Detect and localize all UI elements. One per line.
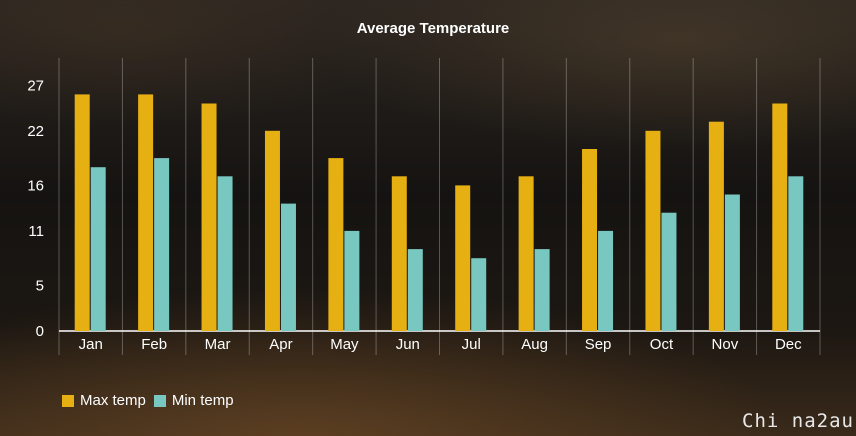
x-tick-label: Aug	[521, 336, 548, 353]
x-tick-label: Dec	[775, 336, 802, 353]
bar-min-temp	[280, 203, 296, 331]
x-tick-label: Oct	[650, 336, 674, 353]
y-tick-label: 16	[27, 177, 44, 194]
y-tick-label: 22	[27, 123, 44, 140]
bar-max-temp	[582, 149, 598, 331]
x-tick-label: Jan	[79, 336, 103, 353]
bar-max-temp	[391, 176, 407, 331]
legend-swatch-max	[62, 394, 74, 407]
legend-item-min[interactable]: Min temp	[153, 392, 234, 409]
bar-min-temp	[471, 258, 487, 331]
bar-max-temp	[518, 176, 534, 331]
legend: Max temp Min temp	[62, 392, 234, 409]
legend-label-max: Max temp	[80, 392, 146, 409]
y-tick-label: 0	[36, 323, 44, 340]
x-tick-label: Sep	[585, 336, 612, 353]
y-tick-label: 5	[36, 278, 44, 295]
chart-title: Average Temperature	[357, 20, 510, 37]
bar-max-temp	[645, 130, 661, 331]
bar-min-temp	[724, 194, 740, 331]
legend-item-max[interactable]: Max temp	[62, 392, 146, 409]
bar-min-temp	[407, 249, 423, 331]
bar-min-temp	[90, 167, 106, 331]
watermark: Chi na2au	[742, 410, 854, 432]
bar-min-temp	[788, 176, 804, 331]
bar-min-temp	[154, 158, 170, 331]
x-tick-label: Mar	[205, 336, 231, 353]
bar-max-temp	[328, 158, 344, 331]
bar-min-temp	[217, 176, 233, 331]
bar-max-temp	[708, 121, 724, 331]
bar-max-temp	[455, 185, 471, 331]
bar-min-temp	[661, 212, 677, 331]
bar-max-temp	[772, 103, 788, 331]
plot-area: 0 5 11 16 22 27 Jan Feb Mar Apr May Jun Jul Aug Sep Oct…	[27, 58, 821, 355]
x-tick-label: Jul	[462, 336, 481, 353]
x-tick-label: Nov	[712, 336, 739, 353]
bar-max-temp	[74, 94, 90, 332]
bar-max-temp	[264, 130, 280, 331]
legend-swatch-min	[153, 394, 166, 407]
bar-min-temp	[598, 230, 614, 331]
bar-max-temp	[138, 94, 154, 332]
x-tick-label: Feb	[141, 336, 167, 353]
x-tick-label: Apr	[269, 336, 292, 353]
legend-label-min: Min temp	[171, 392, 234, 409]
x-tick-label: May	[330, 336, 359, 353]
bar-min-temp	[344, 230, 360, 331]
x-tick-label: Jun	[396, 336, 420, 353]
y-tick-label: 11	[28, 223, 44, 240]
y-tick-label: 27	[27, 77, 44, 94]
bar-min-temp	[534, 249, 550, 331]
bar-max-temp	[201, 103, 217, 331]
